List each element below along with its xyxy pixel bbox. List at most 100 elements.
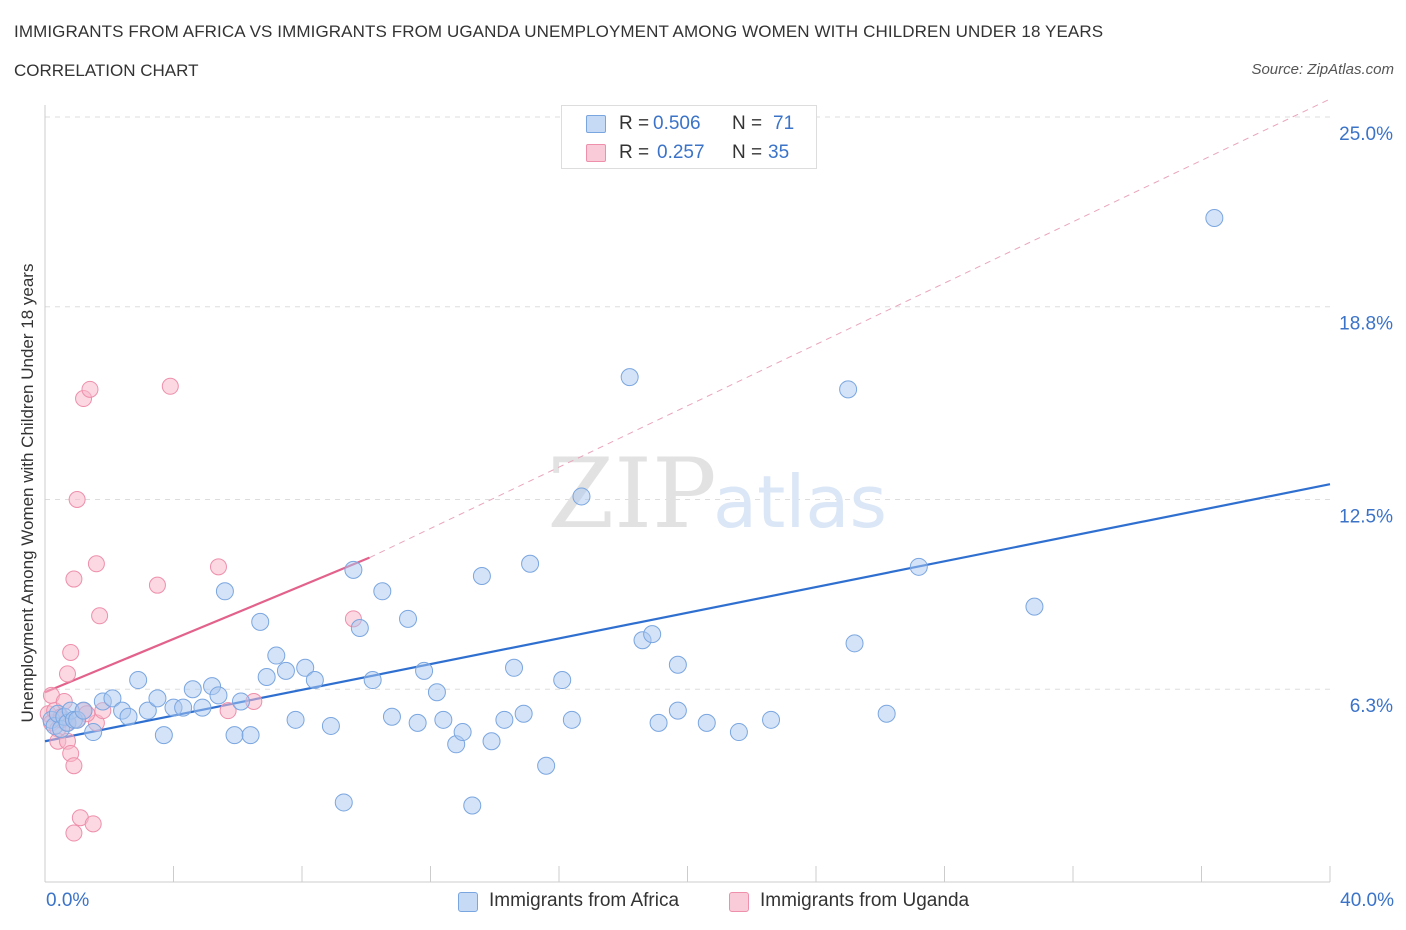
africa-point xyxy=(427,683,446,702)
africa-point xyxy=(649,713,668,732)
africa-point xyxy=(463,796,482,815)
africa-point xyxy=(154,726,173,745)
y-tick-label: 12.5% xyxy=(1339,507,1393,528)
y-tick-label: 18.8% xyxy=(1339,314,1393,335)
africa-point xyxy=(129,671,148,690)
grid-lines xyxy=(45,116,1330,690)
africa-point xyxy=(1025,597,1044,616)
uganda-trend-line xyxy=(44,556,370,694)
africa-point xyxy=(839,380,858,399)
africa-point xyxy=(762,710,781,729)
africa-point xyxy=(305,671,324,690)
uganda-point xyxy=(65,570,83,588)
africa-point xyxy=(174,698,193,717)
legend-r-label: R = xyxy=(619,113,650,134)
africa-point xyxy=(877,704,896,723)
uganda-point xyxy=(84,815,102,833)
y-tick-label: 6.3% xyxy=(1350,696,1393,717)
africa-point xyxy=(276,661,295,680)
africa-point xyxy=(215,582,234,601)
africa-point xyxy=(148,689,167,708)
africa-point xyxy=(668,655,687,674)
legend-n-value: 71 xyxy=(773,113,795,134)
africa-point xyxy=(408,713,427,732)
chart-subtitle: CORRELATION CHART xyxy=(14,61,199,80)
africa-point xyxy=(251,612,270,631)
africa-point xyxy=(620,368,639,387)
uganda-point xyxy=(62,644,80,661)
africa-point xyxy=(344,560,363,579)
africa-point xyxy=(84,723,103,742)
africa-point xyxy=(521,554,540,573)
africa-point xyxy=(562,710,581,729)
bottom-legend-label-uganda: Immigrants from Uganda xyxy=(760,890,970,911)
africa-point xyxy=(321,716,340,735)
watermark-atlas: atlas xyxy=(713,460,887,544)
correlation-legend: R = 0.506 N = 71 R = 0.257 N = 35 xyxy=(561,105,817,169)
africa-point xyxy=(382,707,401,726)
y-tick-labels: 6.3% 12.5% 18.8% 25.0% xyxy=(1339,124,1393,717)
africa-point xyxy=(909,557,928,576)
africa-point xyxy=(241,726,260,745)
africa-point xyxy=(643,625,662,644)
africa-point xyxy=(225,726,244,745)
bottom-legend-label-africa: Immigrants from Africa xyxy=(489,890,680,911)
africa-point xyxy=(296,658,315,677)
africa-point xyxy=(845,634,864,653)
source-label: Source: ZipAtlas.com xyxy=(1251,61,1394,78)
africa-point xyxy=(453,723,472,742)
africa-point xyxy=(729,723,748,742)
legend-n-value: 35 xyxy=(768,142,790,163)
africa-point xyxy=(119,707,138,726)
africa-point xyxy=(209,686,228,705)
africa-point xyxy=(553,671,572,690)
y-tick-label: 25.0% xyxy=(1339,124,1393,145)
uganda-point xyxy=(81,380,99,398)
uganda-point xyxy=(65,757,83,775)
x-tick-label-min: 0.0% xyxy=(46,890,90,911)
africa-point xyxy=(668,701,687,720)
africa-point xyxy=(231,692,250,711)
africa-point xyxy=(74,701,93,720)
uganda-points xyxy=(39,377,362,842)
africa-point xyxy=(334,793,353,812)
africa-point xyxy=(415,661,434,680)
africa-point xyxy=(472,567,491,585)
legend-r-label: R = xyxy=(619,142,650,163)
legend-n-label: N = xyxy=(732,142,763,163)
africa-points xyxy=(42,208,1224,815)
africa-point xyxy=(537,756,556,775)
chart-title: IMMIGRANTS FROM AFRICA VS IMMIGRANTS FRO… xyxy=(14,22,1104,41)
africa-point xyxy=(350,619,369,638)
y-axis-label: Unemployment Among Women with Children U… xyxy=(18,263,37,723)
x-tick-marks xyxy=(44,866,1331,882)
uganda-point xyxy=(58,665,76,683)
uganda-point xyxy=(161,377,179,395)
africa-point xyxy=(514,704,533,723)
watermark-zip: ZIP xyxy=(547,438,716,550)
africa-point xyxy=(1205,208,1224,227)
africa-point xyxy=(697,713,716,732)
uganda-point xyxy=(148,576,166,594)
uganda-point xyxy=(65,824,83,842)
legend-swatch-uganda xyxy=(586,144,606,162)
trend-lines xyxy=(44,98,1331,743)
africa-point xyxy=(267,646,286,665)
africa-point xyxy=(183,680,202,699)
africa-point xyxy=(434,710,453,729)
africa-point xyxy=(373,582,392,601)
africa-point xyxy=(193,698,212,717)
bottom-legend-swatch-africa xyxy=(458,892,478,912)
uganda-trend-extension xyxy=(369,98,1331,559)
legend-swatch-africa xyxy=(586,115,606,133)
africa-point xyxy=(257,667,276,686)
legend-r-value: 0.506 xyxy=(653,113,701,134)
africa-point xyxy=(286,710,305,729)
uganda-point xyxy=(87,555,105,573)
uganda-point xyxy=(91,607,109,625)
africa-point xyxy=(399,609,418,628)
legend-n-label: N = xyxy=(732,113,763,134)
uganda-point xyxy=(68,491,86,508)
africa-point xyxy=(572,487,591,506)
